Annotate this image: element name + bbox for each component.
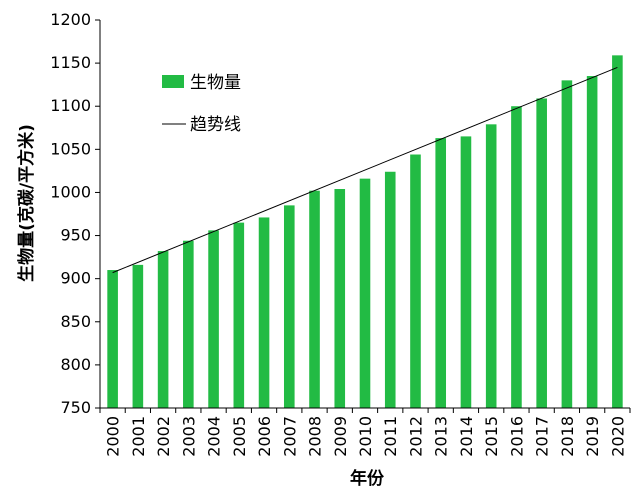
bar-2009: [334, 189, 346, 408]
y-tick-label-1200: 1200: [50, 10, 91, 29]
x-tick-label-2016: 2016: [507, 416, 526, 457]
bar-2006: [258, 217, 270, 408]
y-tick-label-900: 900: [60, 269, 91, 288]
y-tick-label-850: 850: [60, 312, 91, 331]
x-tick-label-2010: 2010: [356, 416, 375, 457]
x-tick-label-2009: 2009: [331, 416, 350, 457]
axes: 750 800 850 900 950 1000 1050 1100 1150 1200 2000 2…: [50, 10, 631, 457]
bar-2020: [612, 55, 623, 408]
y-tick-label-1100: 1100: [50, 96, 91, 115]
bar-2012: [410, 154, 421, 408]
x-tick-label-2013: 2013: [432, 416, 451, 457]
trend-line: [112, 66, 618, 274]
bar-2008: [309, 190, 320, 408]
legend-trend-label: 趋势线: [190, 115, 241, 135]
x-tick-label-2005: 2005: [230, 416, 249, 457]
bar-2010: [359, 178, 371, 408]
bar-2002: [157, 251, 169, 408]
bar-2019: [586, 76, 598, 408]
bar-2015: [485, 124, 497, 408]
legend-bar-swatch: [162, 75, 184, 88]
y-tick-label-950: 950: [60, 226, 91, 245]
x-tick-label-2011: 2011: [381, 416, 400, 457]
plot-area: [107, 55, 623, 409]
x-tick-label-2003: 2003: [179, 416, 198, 457]
bar-2011: [384, 171, 396, 408]
bar-2013: [435, 138, 447, 408]
x-tick-label-2017: 2017: [533, 416, 552, 457]
y-tick-label-800: 800: [60, 355, 91, 374]
bar-2007: [283, 205, 295, 408]
legend-bar-label: 生物量: [190, 73, 241, 93]
x-tick-label-2019: 2019: [583, 416, 602, 457]
x-tick-label-2015: 2015: [482, 416, 501, 457]
x-tick-label-2007: 2007: [280, 416, 299, 457]
x-tick-label-2004: 2004: [205, 416, 224, 457]
y-tick-label-1150: 1150: [50, 53, 91, 72]
legend: 生物量 趋势线: [162, 73, 241, 135]
bar-2005: [233, 222, 245, 408]
x-tick-label-2020: 2020: [608, 416, 627, 457]
y-tick-label-1000: 1000: [50, 182, 91, 201]
x-tick-label-2001: 2001: [129, 416, 148, 457]
bar-2000: [107, 270, 118, 408]
bar-2003: [183, 240, 194, 408]
bar-2018: [561, 80, 573, 409]
x-tick-label-2002: 2002: [154, 416, 173, 457]
bar-2004: [208, 230, 219, 408]
bar-2016: [511, 106, 522, 408]
x-tick-label-2006: 2006: [255, 416, 274, 457]
bar-2014: [460, 136, 472, 408]
bar-2017: [536, 98, 547, 409]
x-tick-label-2014: 2014: [457, 416, 476, 457]
x-tick-label-2008: 2008: [306, 416, 325, 457]
bar-2001: [132, 264, 144, 408]
x-axis-title: 年份: [350, 468, 385, 489]
x-tick-label-2012: 2012: [406, 416, 425, 457]
x-tick-label-2000: 2000: [104, 416, 123, 457]
x-tick-label-2018: 2018: [558, 416, 577, 457]
y-tick-label-750: 750: [60, 398, 91, 417]
y-axis-title: 生物量(克碳/平方米): [16, 124, 37, 282]
y-tick-label-1050: 1050: [50, 139, 91, 158]
